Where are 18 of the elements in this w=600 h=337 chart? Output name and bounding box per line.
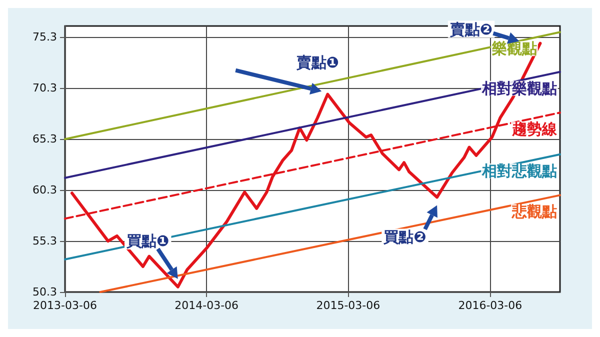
x-tick-label: 2014-03-06 (174, 299, 239, 312)
x-tick-label: 2013-03-06 (33, 299, 97, 312)
annotation: 賣點❶ (295, 53, 339, 72)
y-tick-label: 70.3 (32, 82, 57, 95)
y-tick-label: 65.3 (32, 132, 57, 146)
y-tick-label: 55.3 (32, 234, 57, 248)
y-tick-label: 60.3 (32, 184, 57, 197)
x-tick-label: 2016-03-06 (458, 299, 522, 312)
x-tick-label: 2015-03-06 (316, 299, 380, 312)
series-label: 相對悲觀點 (481, 162, 557, 180)
annotation: 買點❷ (382, 228, 426, 246)
series-label: 悲觀點 (511, 202, 557, 221)
y-tick-label: 75.3 (32, 30, 57, 44)
series-label: 趨勢線 (511, 120, 558, 138)
series-label: 相對樂觀點 (481, 79, 557, 98)
annotation: 賣點❷ (448, 20, 493, 38)
y-tick-label: 50.3 (32, 286, 57, 298)
annotation: 買點❶ (126, 232, 170, 250)
